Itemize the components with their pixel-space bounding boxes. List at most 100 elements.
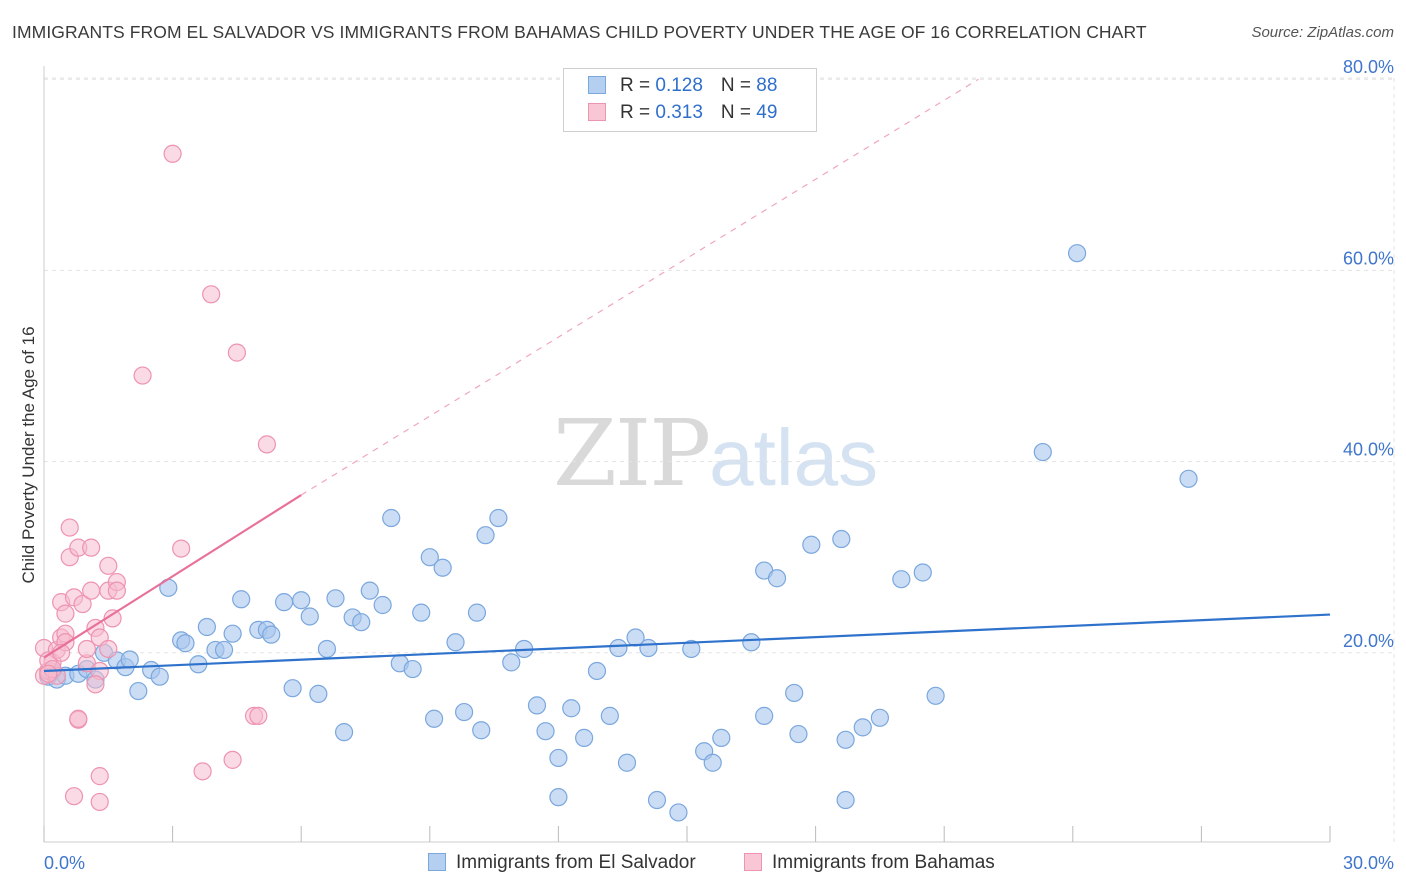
data-point [73,594,92,614]
data-point [300,607,319,626]
data-point [420,548,439,567]
data-point [609,638,628,658]
data-point [90,792,109,812]
data-point [129,681,148,701]
data-point [549,748,568,768]
data-point [870,708,890,727]
legend-swatch-blue [588,76,606,94]
data-point [742,633,761,652]
legend-n-label: N = [720,102,757,123]
data-point [587,661,607,681]
data-point [176,634,195,653]
watermark-atlas: atlas [709,413,879,502]
data-point [600,706,619,725]
data-point [373,595,392,615]
series-layer [34,144,1198,822]
data-point [262,625,281,644]
data-point [82,581,101,600]
chart-source: Source: ZipAtlas.com [1251,24,1394,41]
data-point [1033,442,1052,462]
data-point [249,706,268,725]
data-point [99,556,118,575]
data-point [227,343,246,362]
data-point [292,591,311,610]
legend-n-value: 88 [756,75,778,96]
data-point [360,581,379,600]
data-point [197,617,216,637]
data-point [223,750,242,769]
data-point [326,589,345,608]
data-point [232,590,251,609]
data-point [64,787,84,806]
series-legend-el-salvador[interactable]: Immigrants from El Salvador [428,852,696,874]
trend-layer [43,78,1331,673]
data-point [214,640,234,660]
data-point [334,723,354,742]
series-legend-swatch-pink [744,853,762,871]
data-point [60,518,79,537]
trend-line-el-salvador [43,613,1331,673]
y-tick-label: 80.0% [1343,57,1394,77]
series-legend-label: Immigrants from Bahamas [772,852,995,873]
data-point [150,667,169,686]
legend-row-bahamas: R = 0.313 N = 49 [588,102,777,126]
data-point [703,753,722,772]
data-point [309,684,328,704]
trend-line-bahamas [43,494,302,659]
data-point [789,724,808,744]
legend-row-el-salvador: R = 0.128 N = 88 [588,75,777,99]
y-tick-label: 20.0% [1343,631,1394,651]
data-point [682,639,701,659]
data-point [489,508,508,528]
data-point [317,639,337,659]
data-point [257,435,277,454]
data-point [472,721,491,740]
trend-extension-bahamas [300,78,979,496]
data-point [502,653,521,672]
data-point [712,728,731,747]
data-point [412,603,431,622]
data-point [853,718,872,737]
y-tick-label: 60.0% [1343,248,1394,268]
watermark-zip: ZIP [553,400,711,507]
series-legend: Immigrants from El Salvador Immigrants f… [0,852,1406,878]
data-point [433,558,452,577]
series-el-salvador [39,244,1198,822]
data-point [56,604,75,623]
x-tick-label: 30.0% [1343,853,1394,873]
series-legend-bahamas[interactable]: Immigrants from Bahamas [744,852,995,874]
data-point [90,767,109,786]
data-point [562,699,581,718]
data-point [785,683,804,703]
legend-n-label: N = [720,75,757,96]
data-point [669,803,688,822]
data-point [836,730,855,749]
correlation-legend: R = 0.128 N = 88 R = 0.313 N = 49 [563,68,817,132]
data-point [82,538,101,557]
data-point [926,686,945,705]
legend-r-value: 0.128 [655,75,703,96]
data-point [69,709,88,728]
data-point [172,539,191,558]
data-point [424,709,444,728]
data-point [467,603,487,622]
legend-swatch-pink [588,103,606,121]
data-point [802,535,821,554]
data-point [913,563,932,582]
data-point [133,366,152,385]
data-point [832,529,851,549]
data-point [755,706,774,725]
data-point [1179,469,1198,488]
label-layer: 20.0% 40.0% 60.0% 80.0% 0.0% 30.0% Child Pover… [19,57,1394,873]
data-point [1067,244,1087,263]
legend-r-label: R = [620,75,656,96]
legend-n-value: 49 [756,102,778,123]
data-point [527,696,547,715]
data-point [476,526,495,545]
data-point [639,638,658,658]
axis-layer [43,66,1331,843]
data-point [767,569,787,588]
y-axis-label: Child Poverty Under the Age of 16 [19,326,38,583]
data-point [617,753,637,772]
